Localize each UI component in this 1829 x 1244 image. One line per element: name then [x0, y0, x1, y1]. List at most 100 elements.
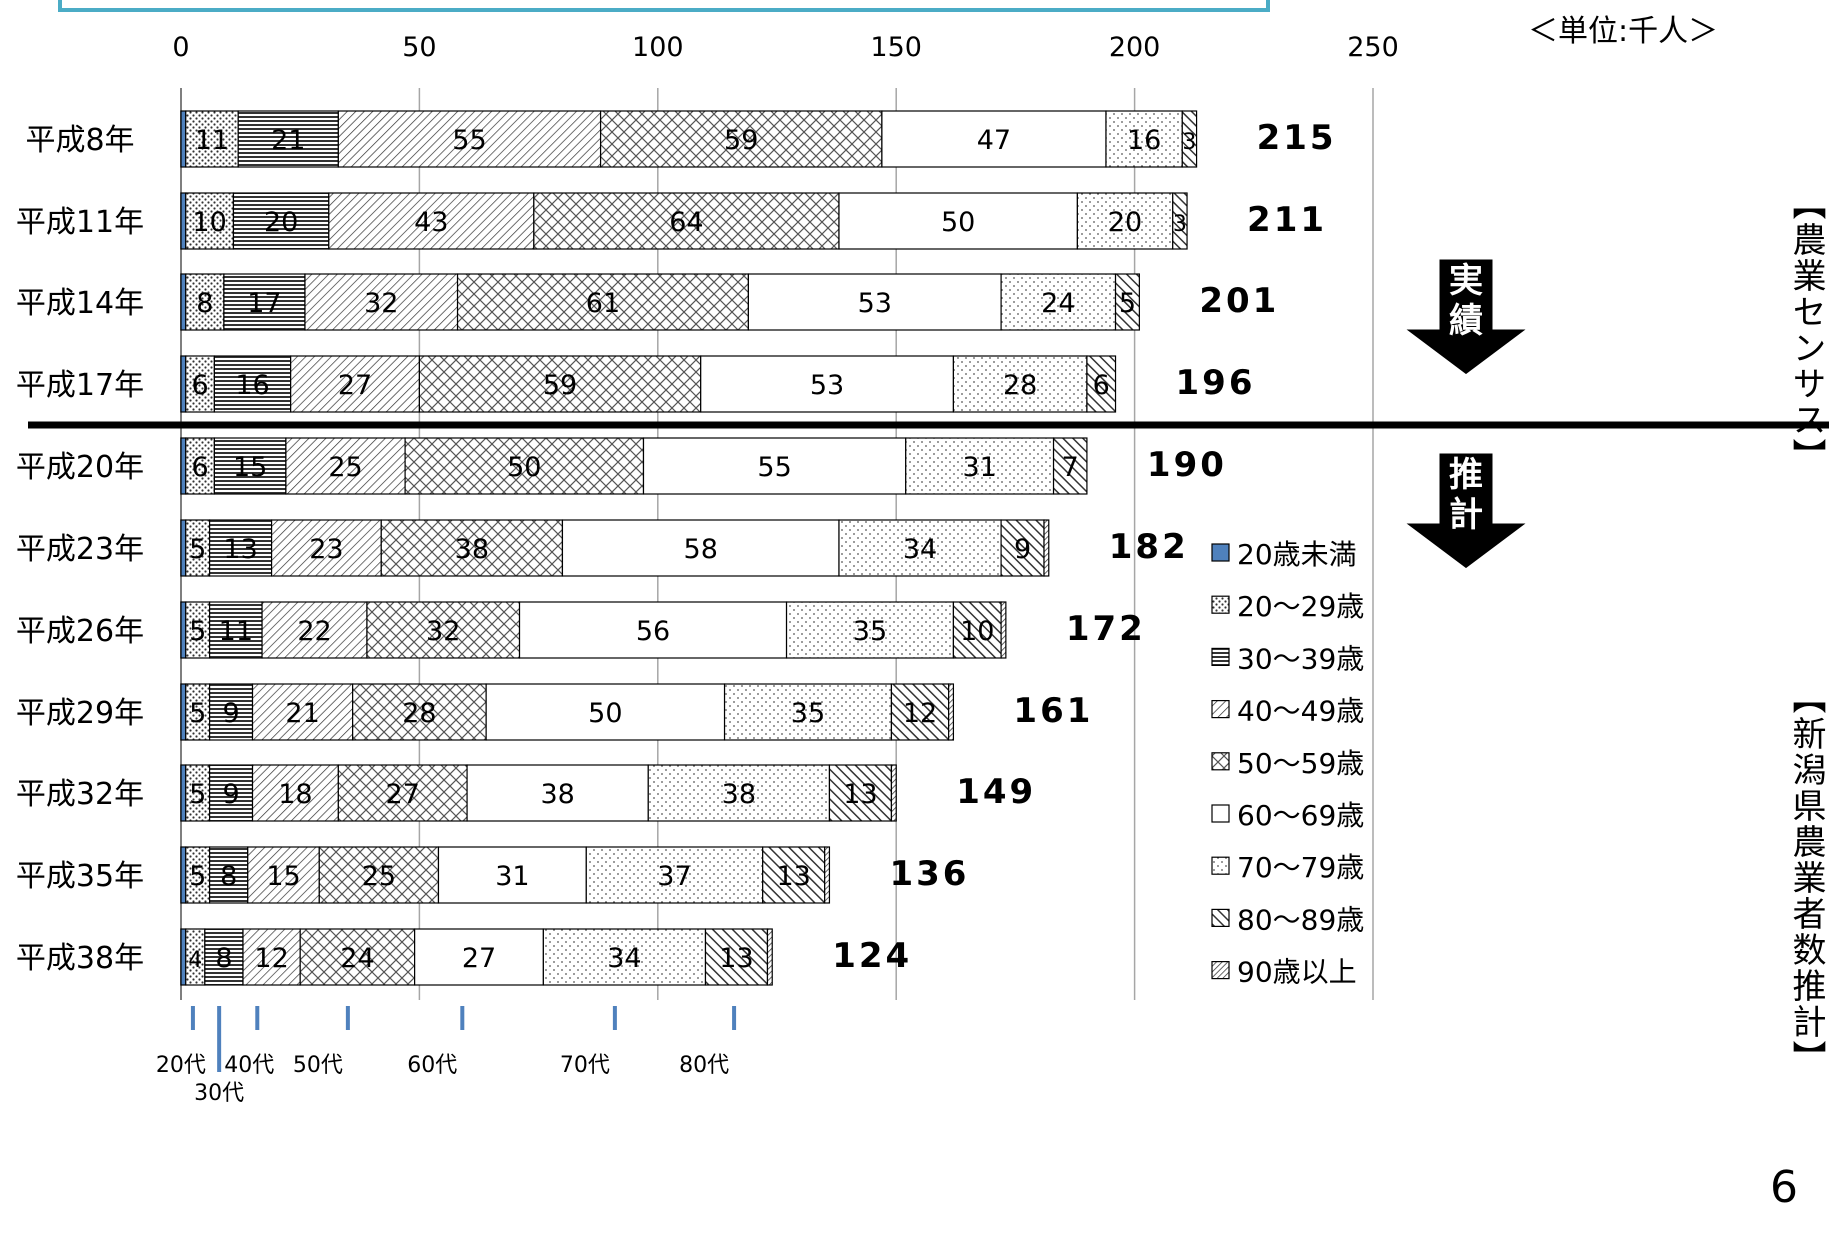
total-label: 201: [1199, 281, 1279, 321]
bar-segment: [204, 928, 244, 986]
bar-segment: [1172, 192, 1188, 250]
bar-segment: [185, 355, 215, 413]
bar-value-label: 11: [195, 125, 229, 156]
bar-value-label: 13: [223, 534, 257, 565]
category-label: 平成17年: [16, 368, 144, 403]
bar-segment: [180, 273, 187, 331]
legend-swatch: [1211, 960, 1230, 980]
bar-segment: [642, 437, 907, 495]
bar-value-label: 64: [669, 207, 703, 238]
bar-value-label: 50: [588, 698, 622, 729]
bar-segment: [209, 519, 273, 577]
bar-value-label: 28: [402, 698, 436, 729]
bar-segment: [180, 110, 187, 168]
bar-segment: [299, 928, 416, 986]
bar-value-label: 59: [543, 370, 577, 401]
bar-segment: [952, 355, 1088, 413]
category-label: 平成14年: [16, 286, 144, 321]
total-label: 149: [956, 772, 1036, 812]
bar-segment: [304, 273, 459, 331]
bar-segment: [1000, 273, 1117, 331]
bar-value-label: 5: [189, 534, 206, 565]
arrow-estimate: 推計: [1397, 450, 1535, 572]
bar-segment: [180, 846, 187, 904]
bar-segment: [242, 928, 301, 986]
x-tick-label: 50: [402, 32, 436, 63]
bar-value-label: 25: [362, 861, 396, 892]
bar-segment: [647, 764, 831, 822]
bar-segment: [881, 110, 1107, 168]
bar-segment: [180, 764, 187, 822]
bar-value-label: 15: [266, 861, 300, 892]
bar-value-label: 59: [724, 125, 758, 156]
bar-segment: [1052, 437, 1088, 495]
bar-segment: [518, 601, 788, 659]
bar-segment: [785, 601, 955, 659]
bar-segment: [209, 601, 263, 659]
legend-swatch: [1211, 804, 1230, 823]
bar-segment: [762, 846, 826, 904]
bar-value-label: 17: [247, 288, 281, 319]
bar-segment: [213, 437, 287, 495]
bar-segment: [180, 928, 187, 986]
bar-value-label: 34: [903, 534, 937, 565]
bar-value-label: 12: [903, 698, 937, 729]
category-label: 平成8年: [25, 123, 134, 158]
legend-swatch: [1211, 699, 1230, 719]
category-label: 平成26年: [16, 614, 144, 649]
bar-segment: [180, 437, 187, 495]
total-label: 215: [1257, 118, 1337, 158]
bar-segment: [418, 355, 702, 413]
x-tick-label: 0: [172, 32, 189, 63]
bar-segment: [723, 683, 893, 741]
bar-value-label: 11: [219, 616, 253, 647]
legend-label: 70〜79歳: [1237, 851, 1364, 884]
bar-value-label: 24: [340, 943, 374, 974]
legend-label: 90歳以上: [1237, 956, 1357, 989]
age-marker-label: 50代: [293, 1053, 343, 1078]
bar-value-label: 61: [586, 288, 620, 319]
bar-value-label: 13: [843, 779, 877, 810]
bar-segment: [747, 273, 1002, 331]
down-arrow-icon: [1397, 256, 1535, 378]
bar-segment: [380, 519, 564, 577]
bar-value-label: 20: [264, 207, 298, 238]
bar-value-label: 22: [297, 616, 331, 647]
bar-segment: [180, 355, 187, 413]
bar-value-label: 9: [222, 779, 239, 810]
bar-value-label: 23: [309, 534, 343, 565]
bar-value-label: 8: [196, 288, 213, 319]
side-label-estimate: 【新潟県農業者数推計】: [1790, 680, 1826, 1076]
bar-value-label: 28: [1003, 370, 1037, 401]
age-marker-label: 20代: [156, 1053, 206, 1078]
legend-swatch: [1211, 647, 1230, 667]
bar-value-label: 6: [1093, 370, 1110, 401]
legend-swatch: [1211, 856, 1230, 875]
age-marker-label: 60代: [407, 1053, 457, 1078]
bar-value-label: 5: [189, 779, 206, 810]
total-label: 124: [832, 936, 912, 976]
legend-label: 80〜89歳: [1237, 903, 1364, 936]
bar-value-label: 3: [1182, 130, 1196, 155]
legend-label: 30〜39歳: [1237, 642, 1364, 675]
total-label: 161: [1013, 691, 1093, 731]
arrow-label: 実: [1449, 261, 1483, 301]
bar-segment: [890, 764, 897, 822]
bar-value-label: 27: [462, 943, 496, 974]
unit-label: ＜単位:千人＞: [1528, 14, 1719, 49]
x-tick-label: 250: [1347, 32, 1399, 63]
bar-value-label: 6: [191, 452, 208, 483]
bar-segment: [437, 846, 587, 904]
bar-segment: [213, 355, 292, 413]
bar-segment: [328, 192, 535, 250]
total-label: 190: [1147, 445, 1227, 485]
bar-value-label: 47: [977, 125, 1011, 156]
bar-value-label: 13: [777, 861, 811, 892]
bar-segment: [704, 928, 769, 986]
bar-segment: [599, 110, 883, 168]
bar-segment: [1000, 601, 1007, 659]
legend-label: 40〜49歳: [1237, 695, 1364, 728]
bar-value-label: 35: [853, 616, 887, 647]
bar-value-label: 4: [188, 948, 202, 973]
